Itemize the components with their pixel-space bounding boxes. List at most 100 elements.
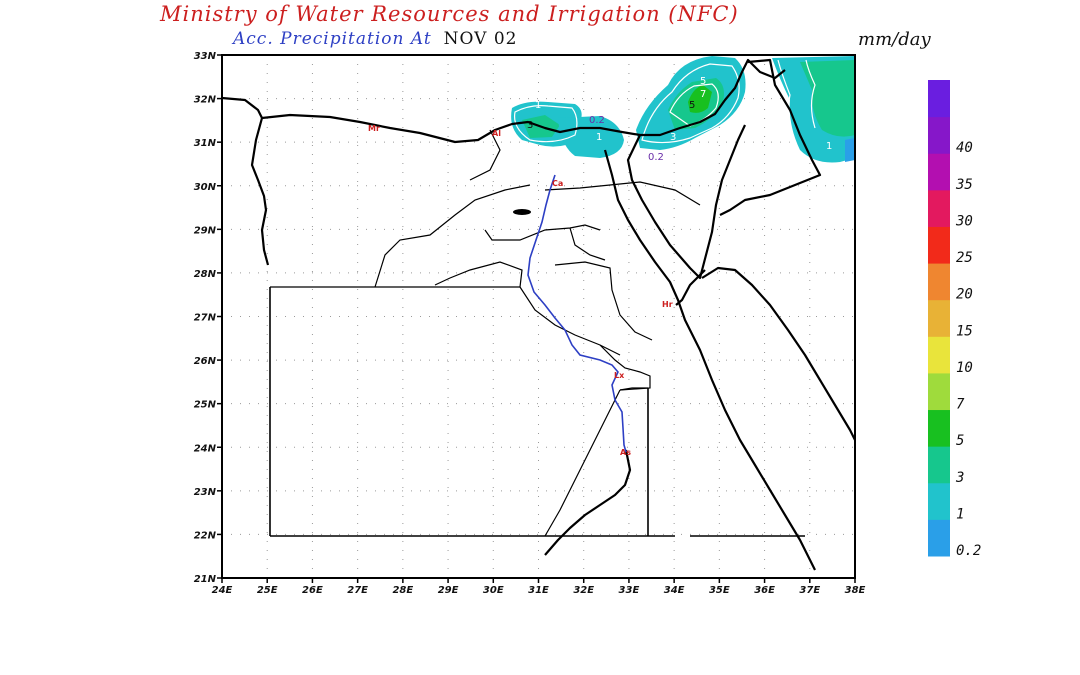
legend-label: 20	[956, 287, 973, 303]
lake-qarun	[513, 209, 531, 215]
legend-swatch	[928, 189, 950, 227]
forecast-date: NOV 02	[443, 29, 518, 49]
lon-tick-label: 35E	[709, 585, 730, 596]
governorate-border	[554, 261, 653, 341]
lon-tick-label: 37E	[799, 585, 820, 596]
contour-label: 5	[689, 100, 695, 111]
map-subtitle: Acc. Precipitation At NOV 02	[233, 29, 518, 49]
legend-swatch	[928, 153, 950, 191]
contour-label: 1	[826, 141, 832, 152]
lat-tick-label: 31N	[194, 138, 217, 149]
lon-tick-label: 28E	[392, 585, 413, 596]
governorate-border	[374, 184, 531, 288]
legend-swatch	[928, 409, 950, 447]
contour-label-group: 1 3 0.2 1 5 7 5 0.2 3 1	[527, 76, 832, 163]
governorate-border	[569, 227, 606, 261]
governorate-border	[544, 181, 701, 206]
legend-label: 15	[956, 323, 973, 339]
legend-label: 35	[955, 177, 973, 193]
lon-tick-label: 29E	[438, 585, 459, 596]
contour-label: 7	[700, 89, 706, 100]
lake-nasser-shore	[544, 449, 632, 556]
legend-swatch	[928, 482, 950, 520]
governorate-border	[434, 261, 523, 288]
contour-line	[513, 105, 578, 143]
contour-label: 3	[527, 120, 533, 131]
lon-tick-label: 30E	[483, 585, 504, 596]
lon-tick-label: 27E	[347, 585, 368, 596]
governorate-border	[469, 129, 501, 181]
contour-label: 1	[535, 100, 541, 111]
lat-tick-label: 29N	[194, 225, 217, 236]
governorate-border	[544, 389, 621, 537]
precip-edge-levant	[845, 138, 855, 162]
lon-tick-label: 36E	[754, 585, 775, 596]
map-title: Ministry of Water Resources and Irrigati…	[160, 2, 739, 26]
map-grid: 33N32N31N30N29N28N27N26N25N24N23N22N21N2…	[194, 51, 866, 596]
lat-tick-label: 26N	[194, 356, 217, 367]
legend-swatch	[928, 336, 950, 374]
contour-line	[805, 59, 816, 129]
contour-label: 0.2	[648, 152, 664, 163]
lat-tick-label: 23N	[194, 487, 217, 498]
sinai-east-coast	[626, 124, 746, 280]
legend-label: 7	[956, 397, 965, 413]
lat-tick-label: 27N	[194, 313, 217, 324]
governorate-border	[599, 344, 651, 391]
legend-swatch	[928, 446, 950, 484]
legend-swatch	[928, 299, 950, 337]
arabian-coast	[701, 266, 856, 441]
city-marker-aswan: As	[620, 448, 631, 457]
coastlines-and-borders	[221, 58, 856, 571]
city-marker-luxor: Lx	[614, 371, 625, 380]
legend-swatch	[928, 80, 950, 118]
gulf-of-suez-coast	[603, 149, 816, 571]
precip-core-levant	[800, 60, 855, 137]
lon-tick-label: 34E	[664, 585, 685, 596]
lat-tick-label: 25N	[194, 400, 217, 411]
subtitle-label: Acc. Precipitation At	[233, 29, 432, 49]
legend-swatch	[928, 519, 950, 557]
map-frame	[221, 54, 856, 579]
governorate-border	[270, 286, 621, 356]
precipitation-fill	[511, 56, 855, 163]
legend-swatch	[928, 116, 950, 154]
lon-tick-label: 31E	[528, 585, 549, 596]
levant-coast	[719, 58, 822, 216]
contour-line	[777, 59, 793, 151]
city-marker-hurghada: Hr	[662, 300, 673, 309]
legend-swatch	[928, 263, 950, 301]
legend-label: 30	[955, 213, 973, 229]
legend-label: 10	[956, 360, 973, 376]
city-marker-mersa-matruh: Mr	[368, 124, 380, 133]
legend-label: 1	[956, 506, 964, 522]
city-marker-cairo: Ca	[552, 179, 563, 188]
contour-label: 0.2	[589, 115, 605, 126]
lon-tick-label: 24E	[212, 585, 233, 596]
city-marker-alexandria: Al	[492, 129, 501, 138]
contour-label: 5	[700, 76, 706, 87]
legend-label: 5	[956, 433, 964, 449]
legend-swatch	[928, 372, 950, 411]
contour-label: 1	[596, 132, 602, 143]
legend-label: 25	[956, 250, 973, 266]
legend-swatch	[928, 226, 950, 264]
lat-tick-label: 24N	[194, 443, 217, 454]
lon-tick-label: 25E	[257, 585, 278, 596]
nile-river	[527, 174, 627, 453]
lat-tick-label: 21N	[194, 574, 217, 585]
lat-tick-label: 22N	[194, 530, 217, 541]
coastline-north-africa	[221, 58, 786, 266]
legend-label: 40	[956, 140, 973, 156]
lon-tick-label: 26E	[302, 585, 323, 596]
lon-tick-label: 33E	[619, 585, 640, 596]
lon-tick-label: 32E	[573, 585, 594, 596]
precip-area-delta	[558, 116, 624, 158]
units-label: mm/day	[858, 29, 931, 50]
governorate-border	[484, 224, 601, 241]
governorate-borders	[270, 129, 701, 537]
lat-tick-label: 28N	[194, 269, 217, 280]
legend-label: 0.2	[956, 543, 981, 559]
